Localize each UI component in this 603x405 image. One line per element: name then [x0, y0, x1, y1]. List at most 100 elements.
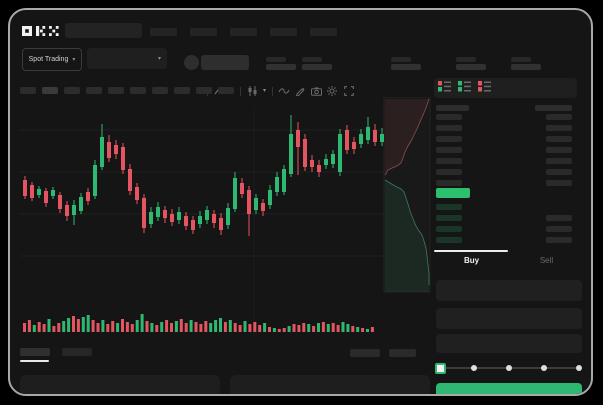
candle-body — [233, 178, 237, 209]
ask-row-price[interactable] — [436, 158, 462, 164]
camera-button[interactable] — [308, 84, 324, 98]
book-bids-icon[interactable] — [458, 79, 471, 97]
pair-name-placeholder[interactable] — [201, 55, 249, 70]
volume-bar — [174, 321, 178, 332]
chevron-down-icon[interactable]: ▾ — [263, 88, 267, 94]
nav-item-3[interactable] — [230, 28, 257, 36]
volume-bar — [72, 316, 75, 332]
nav-item-4[interactable] — [270, 28, 297, 36]
candle-body — [177, 212, 181, 220]
slider-handle[interactable] — [435, 363, 446, 374]
bid-row-price[interactable] — [436, 215, 462, 221]
volume-bar — [160, 322, 164, 332]
volume-bar — [140, 314, 144, 332]
ask-row-amount — [546, 136, 572, 142]
bid-row-price[interactable] — [436, 226, 462, 232]
ask-row-amount — [546, 125, 572, 131]
bottom-tab-1[interactable] — [20, 348, 50, 356]
timeframe-pill-5[interactable] — [108, 87, 124, 94]
volume-bar — [57, 323, 61, 332]
price-field[interactable] — [436, 280, 582, 301]
volume-bar — [263, 323, 267, 332]
chart-type-button[interactable] — [244, 84, 260, 98]
bottom-action-2[interactable] — [389, 349, 416, 357]
candle-body — [205, 210, 209, 220]
amount-field[interactable] — [436, 308, 582, 329]
candle-body — [142, 198, 146, 228]
volume-bar — [258, 325, 262, 332]
candle-body — [114, 145, 118, 154]
chart-type-icon — [248, 86, 256, 96]
volume-bar — [370, 327, 374, 332]
volume-bar — [277, 329, 281, 332]
ask-row-price[interactable] — [436, 125, 462, 131]
slider-dot-2[interactable] — [471, 365, 477, 371]
okx-logo[interactable] — [22, 24, 60, 38]
price-chart-svg[interactable] — [20, 97, 434, 345]
bottom-action-1[interactable] — [350, 349, 380, 357]
compare-button[interactable] — [276, 84, 292, 98]
slider-dot-5[interactable] — [576, 365, 582, 371]
market-type-dropdown[interactable]: Spot Trading ▾ — [22, 48, 82, 71]
volume-bar — [214, 320, 218, 332]
volume-bar — [233, 323, 237, 332]
timeframe-pill-1[interactable] — [20, 87, 36, 94]
last-price-badge[interactable] — [436, 188, 470, 198]
candle-body — [317, 165, 321, 172]
slider-dot-4[interactable] — [541, 365, 547, 371]
camera-icon — [310, 86, 322, 96]
fullscreen-button[interactable] — [341, 84, 357, 98]
ask-row-price[interactable] — [436, 180, 462, 186]
volume-bar — [326, 324, 330, 332]
volume-bar — [76, 319, 80, 332]
draw-button[interactable] — [292, 84, 308, 98]
ask-row-amount — [546, 147, 572, 153]
search-input[interactable] — [65, 23, 142, 38]
volume-bar — [361, 328, 365, 332]
timeframe-pill-4[interactable] — [86, 87, 102, 94]
settings-icon — [327, 86, 337, 96]
candle-body — [191, 220, 195, 230]
stat-label-5 — [511, 57, 531, 62]
volume-bar — [219, 318, 222, 332]
ask-row-price[interactable] — [436, 169, 462, 175]
fullscreen-icon — [344, 86, 354, 96]
depth-zone — [383, 97, 431, 293]
order-book-panel: Buy Sell — [434, 78, 584, 394]
book-asks-icon[interactable] — [478, 79, 491, 97]
volume-bar — [194, 322, 198, 332]
timeframe-pill-9[interactable] — [196, 87, 212, 94]
timeframe-pill-10[interactable] — [218, 87, 234, 94]
ask-row-price[interactable] — [436, 136, 462, 142]
volume-bar — [282, 328, 286, 332]
buy-submit-button[interactable] — [436, 383, 582, 394]
nav-item-2[interactable] — [190, 28, 217, 36]
bottom-tab-2[interactable] — [62, 348, 92, 356]
timeframe-pill-8[interactable] — [174, 87, 190, 94]
volume-bar — [106, 324, 110, 332]
slider-dot-3[interactable] — [506, 365, 512, 371]
pair-selector-dropdown[interactable]: ▾ — [87, 48, 167, 69]
volume-bar — [341, 322, 345, 332]
timeframe-pill-2[interactable] — [42, 87, 58, 94]
candle-body — [149, 212, 153, 224]
tab-sell[interactable]: Sell — [539, 256, 554, 265]
book-both-icon[interactable] — [438, 79, 451, 97]
timeframe-pill-7[interactable] — [152, 87, 168, 94]
volume-bar — [125, 322, 129, 332]
ask-row-price[interactable] — [436, 114, 462, 120]
bid-row-price[interactable] — [436, 204, 462, 210]
timeframe-pill-3[interactable] — [64, 87, 80, 94]
bid-row-price[interactable] — [436, 237, 462, 243]
ask-row-price[interactable] — [436, 147, 462, 153]
timeframe-pill-6[interactable] — [130, 87, 146, 94]
nav-item-5[interactable] — [310, 28, 337, 36]
settings-button[interactable] — [324, 84, 340, 98]
bid-row-amount — [546, 237, 572, 243]
total-field[interactable] — [436, 334, 582, 353]
volume-bar — [204, 321, 208, 332]
volume-bar — [356, 327, 360, 332]
candle-body — [135, 187, 139, 200]
tab-buy[interactable]: Buy — [463, 256, 480, 265]
nav-item-1[interactable] — [150, 28, 177, 36]
